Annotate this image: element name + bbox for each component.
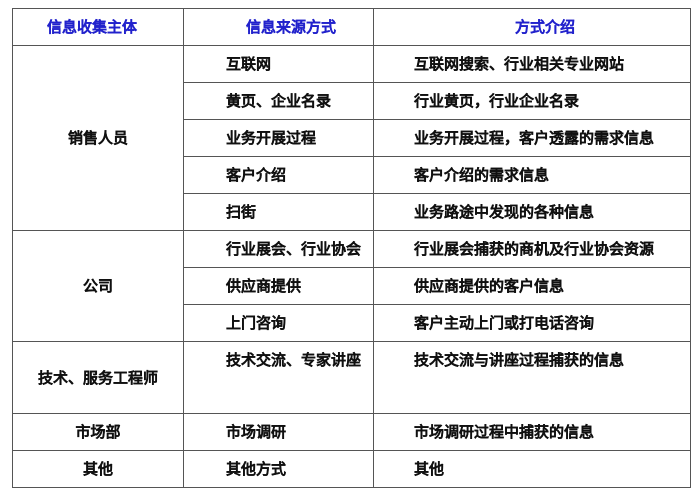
subject-cell: 公司 <box>12 230 184 342</box>
description-cell: 技术交流与讲座过程捕获的信息 <box>373 341 691 414</box>
subject-cell: 技术、服务工程师 <box>12 341 184 414</box>
source-cell: 市场调研 <box>183 413 374 451</box>
description-cell: 供应商提供的客户信息 <box>373 267 691 305</box>
description-cell: 客户介绍的需求信息 <box>373 156 691 194</box>
source-cell: 业务开展过程 <box>183 119 374 157</box>
description-cell: 市场调研过程中捕获的信息 <box>373 413 691 451</box>
source-cell: 互联网 <box>183 45 374 83</box>
source-cell: 技术交流、专家讲座 <box>183 341 374 414</box>
table-row: 扫街 业务路途中发现的各种信息 <box>13 193 691 231</box>
table-body: 销售人员 互联网 互联网搜索、行业相关专业网站 黄页、企业名录 行业黄页，行业企业名录业… <box>12 45 691 488</box>
table-row: 黄页、企业名录 行业黄页，行业企业名录 <box>13 82 691 120</box>
source-cell: 上门咨询 <box>183 304 374 342</box>
table-row: 其他 其他方式 其他 <box>12 450 691 488</box>
source-cell: 行业展会、行业协会 <box>183 230 374 268</box>
subject-cell: 销售人员 <box>12 45 184 231</box>
source-cell: 黄页、企业名录 <box>183 82 374 120</box>
header-source: 信息来源方式 <box>183 8 374 46</box>
table-row: 供应商提供 供应商提供的客户信息 <box>13 267 691 305</box>
info-source-table: 信息收集主体 信息来源方式 方式介绍 销售人员 互联网 互联网搜索、行业相关专业网站… <box>12 8 691 488</box>
table-row: 公司 行业展会、行业协会 行业展会捕获的商机及行业协会资源 <box>12 230 691 342</box>
table-row: 销售人员 互联网 互联网搜索、行业相关专业网站 <box>12 45 691 231</box>
header-subject: 信息收集主体 <box>12 8 184 46</box>
source-cell: 客户介绍 <box>183 156 374 194</box>
header-row: 信息收集主体 信息来源方式 方式介绍 <box>12 8 691 46</box>
description-cell: 业务路途中发现的各种信息 <box>373 193 691 231</box>
description-cell: 客户主动上门或打电话咨询 <box>373 304 691 342</box>
table-row: 业务开展过程 业务开展过程，客户透露的需求信息 <box>13 119 691 157</box>
source-cell: 扫街 <box>183 193 374 231</box>
description-cell: 行业展会捕获的商机及行业协会资源 <box>373 230 691 268</box>
description-cell: 业务开展过程，客户透露的需求信息 <box>373 119 691 157</box>
subject-cell: 其他 <box>12 450 184 488</box>
table-row: 上门咨询 客户主动上门或打电话咨询 <box>13 304 691 342</box>
table-row: 客户介绍 客户介绍的需求信息 <box>13 156 691 194</box>
table-row: 市场部 市场调研 市场调研过程中捕获的信息 <box>12 413 691 451</box>
description-cell: 行业黄页，行业企业名录 <box>373 82 691 120</box>
header-description: 方式介绍 <box>373 8 691 46</box>
source-cell: 供应商提供 <box>183 267 374 305</box>
description-cell: 互联网搜索、行业相关专业网站 <box>373 45 691 83</box>
description-cell: 其他 <box>373 450 691 488</box>
source-cell: 其他方式 <box>183 450 374 488</box>
table-row: 技术、服务工程师 技术交流、专家讲座 技术交流与讲座过程捕获的信息 <box>12 341 691 414</box>
subject-cell: 市场部 <box>12 413 184 451</box>
